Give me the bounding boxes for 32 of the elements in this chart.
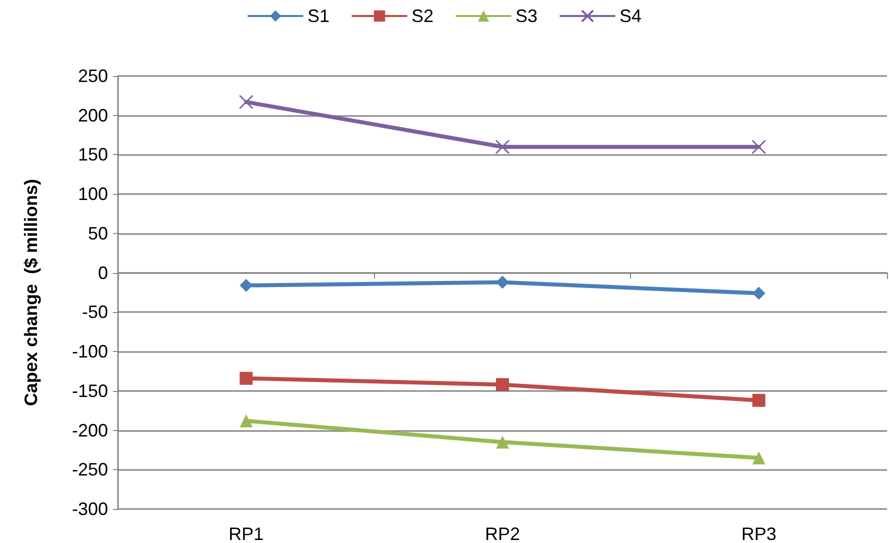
y-tick-label: -100	[72, 342, 108, 362]
y-tick-label: 100	[78, 184, 108, 204]
legend-label: S3	[516, 6, 538, 26]
legend-label: S1	[307, 6, 330, 26]
point	[496, 378, 509, 392]
point	[240, 372, 253, 385]
point	[752, 286, 766, 300]
point	[496, 436, 509, 449]
point	[240, 414, 253, 428]
x-tick-label: RP2	[484, 524, 520, 543]
y-tick-label: 250	[78, 66, 108, 86]
x-tick-label: RP3	[741, 524, 776, 543]
point	[752, 394, 766, 407]
legend-label: S2	[411, 6, 434, 26]
point	[238, 94, 254, 110]
point	[752, 140, 766, 154]
y-tick-label: -250	[72, 460, 108, 480]
y-tick-label: -200	[72, 420, 108, 440]
y-tick-label: 0	[98, 262, 108, 283]
point	[495, 140, 510, 154]
point	[240, 278, 253, 292]
x-tick-label: RP1	[228, 524, 264, 543]
y-tick-label: -50	[82, 302, 108, 322]
y-tick-label: -150	[72, 380, 108, 401]
y-tick-label: 150	[78, 144, 108, 165]
y-tick-label: 200	[78, 105, 108, 126]
y-tick-label: -300	[72, 499, 108, 519]
y-axis-title: Capex change ($ millions)	[21, 178, 41, 406]
point	[752, 451, 766, 464]
y-tick-label: 50	[88, 223, 108, 244]
legend-label: S4	[620, 6, 642, 26]
point	[496, 276, 509, 289]
